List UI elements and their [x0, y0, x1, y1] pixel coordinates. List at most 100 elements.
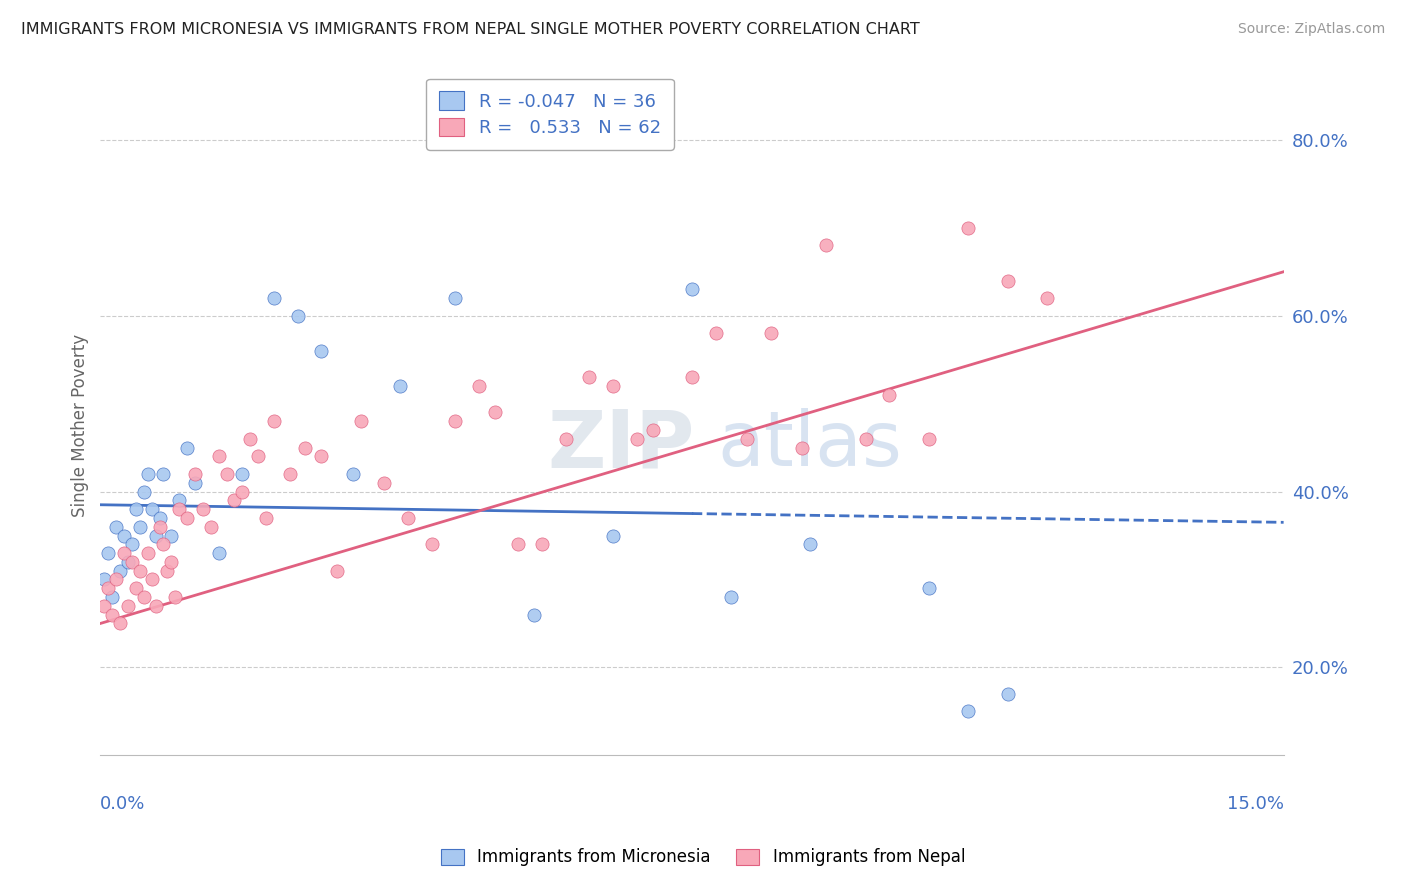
Point: [148, 511, 170, 525]
Point: [484, 405, 506, 419]
Point: [224, 493, 246, 508]
Point: [342, 467, 364, 481]
Point: [294, 441, 316, 455]
Point: [704, 326, 727, 341]
Point: [523, 607, 546, 622]
Point: [759, 326, 782, 341]
Point: [641, 423, 664, 437]
Point: [554, 432, 576, 446]
Point: [389, 379, 412, 393]
Point: [468, 379, 491, 393]
Point: [239, 432, 262, 446]
Point: [156, 564, 179, 578]
Point: [263, 414, 285, 428]
Point: [681, 282, 703, 296]
Point: [720, 590, 742, 604]
Point: [231, 467, 253, 481]
Point: [141, 573, 163, 587]
Point: [208, 546, 231, 560]
Point: [247, 450, 270, 464]
Point: [128, 564, 150, 578]
Point: [136, 467, 159, 481]
Point: [112, 528, 135, 542]
Point: [254, 511, 277, 525]
Point: [117, 555, 139, 569]
Point: [626, 432, 648, 446]
Point: [176, 441, 198, 455]
Point: [125, 502, 148, 516]
Point: [855, 432, 877, 446]
Point: [1036, 291, 1059, 305]
Text: IMMIGRANTS FROM MICRONESIA VS IMMIGRANTS FROM NEPAL SINGLE MOTHER POVERTY CORREL: IMMIGRANTS FROM MICRONESIA VS IMMIGRANTS…: [21, 22, 920, 37]
Point: [125, 582, 148, 596]
Point: [278, 467, 301, 481]
Point: [815, 238, 838, 252]
Point: [141, 502, 163, 516]
Point: [877, 388, 900, 402]
Point: [602, 379, 624, 393]
Point: [997, 274, 1019, 288]
Point: [799, 537, 821, 551]
Point: [578, 370, 600, 384]
Point: [531, 537, 554, 551]
Point: [231, 484, 253, 499]
Point: [396, 511, 419, 525]
Point: [165, 590, 187, 604]
Point: [681, 370, 703, 384]
Point: [263, 291, 285, 305]
Point: [309, 450, 332, 464]
Point: [208, 450, 231, 464]
Point: [132, 590, 155, 604]
Point: [148, 520, 170, 534]
Point: [917, 432, 939, 446]
Point: [191, 502, 214, 516]
Point: [602, 528, 624, 542]
Point: [160, 528, 183, 542]
Point: [93, 599, 115, 613]
Point: [350, 414, 373, 428]
Point: [105, 573, 128, 587]
Point: [167, 493, 190, 508]
Point: [152, 467, 174, 481]
Point: [997, 687, 1019, 701]
Point: [145, 599, 167, 613]
Point: [108, 616, 131, 631]
Legend: Immigrants from Micronesia, Immigrants from Nepal: Immigrants from Micronesia, Immigrants f…: [433, 840, 973, 875]
Point: [176, 511, 198, 525]
Text: Source: ZipAtlas.com: Source: ZipAtlas.com: [1237, 22, 1385, 37]
Point: [326, 564, 349, 578]
Text: ZIP: ZIP: [547, 407, 695, 484]
Point: [957, 705, 980, 719]
Y-axis label: Single Mother Poverty: Single Mother Poverty: [72, 334, 89, 517]
Point: [957, 220, 980, 235]
Point: [373, 475, 395, 490]
Point: [152, 537, 174, 551]
Point: [101, 590, 124, 604]
Point: [101, 607, 124, 622]
Legend: R = -0.047   N = 36, R =   0.533   N = 62: R = -0.047 N = 36, R = 0.533 N = 62: [426, 78, 673, 150]
Point: [184, 467, 207, 481]
Point: [117, 599, 139, 613]
Text: 15.0%: 15.0%: [1226, 795, 1284, 813]
Point: [108, 564, 131, 578]
Point: [145, 528, 167, 542]
Point: [132, 484, 155, 499]
Point: [792, 441, 814, 455]
Point: [93, 573, 115, 587]
Point: [105, 520, 128, 534]
Point: [136, 546, 159, 560]
Text: atlas: atlas: [718, 409, 903, 483]
Point: [420, 537, 443, 551]
Point: [97, 582, 120, 596]
Text: 0.0%: 0.0%: [100, 795, 146, 813]
Point: [215, 467, 238, 481]
Point: [121, 555, 143, 569]
Point: [184, 475, 207, 490]
Point: [508, 537, 530, 551]
Point: [287, 309, 309, 323]
Point: [121, 537, 143, 551]
Point: [97, 546, 120, 560]
Point: [309, 343, 332, 358]
Point: [917, 582, 939, 596]
Point: [444, 291, 467, 305]
